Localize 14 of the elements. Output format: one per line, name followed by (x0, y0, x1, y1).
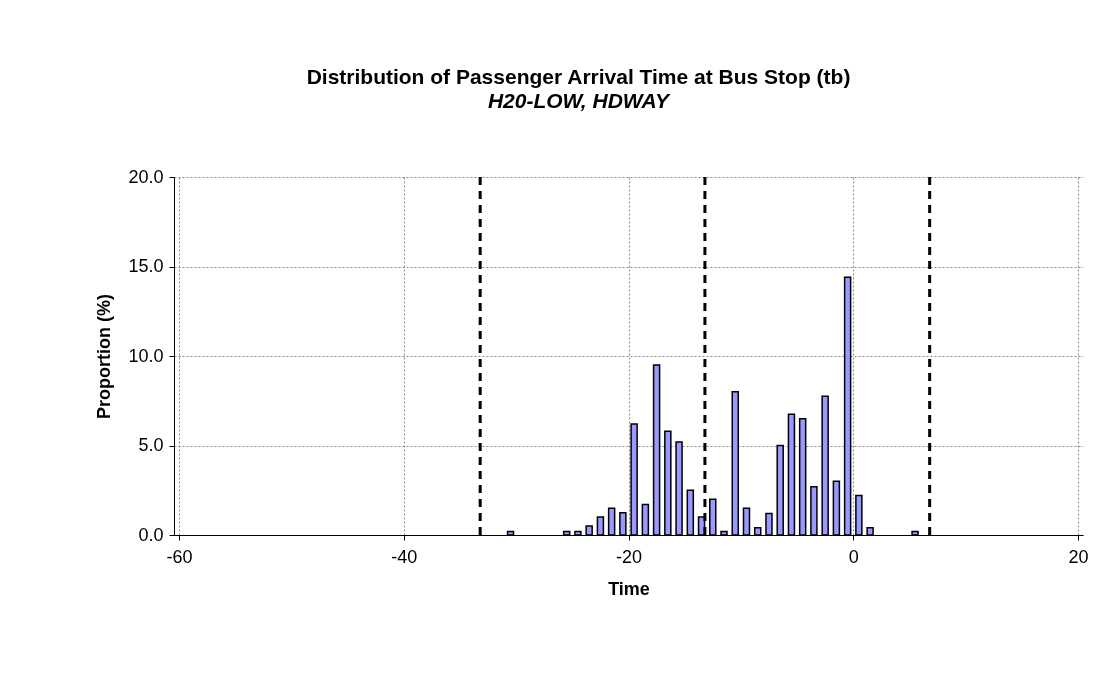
y-tick-label: 5.0 (138, 435, 164, 455)
x-axis-title: Time (608, 578, 650, 599)
x-tick-label: -40 (391, 546, 418, 567)
y-tick-label: 0.0 (138, 524, 164, 545)
x-tick-label: 20 (1068, 546, 1089, 567)
chart-title: Distribution of Passenger Arrival Time at Bus Stop (tb) (306, 65, 851, 88)
y-tick-label: 20.0 (128, 166, 164, 187)
y-tick-label: 10.0 (128, 345, 164, 366)
chart-subtitle: H20-LOW, HDWAY (487, 89, 672, 112)
x-tick-label: 0 (848, 546, 859, 567)
y-tick-label: 15.0 (128, 256, 164, 276)
x-tick-label: -20 (615, 546, 643, 567)
x-tick-label: -60 (166, 546, 193, 567)
y-axis-title: Proportion (%) (94, 294, 115, 419)
